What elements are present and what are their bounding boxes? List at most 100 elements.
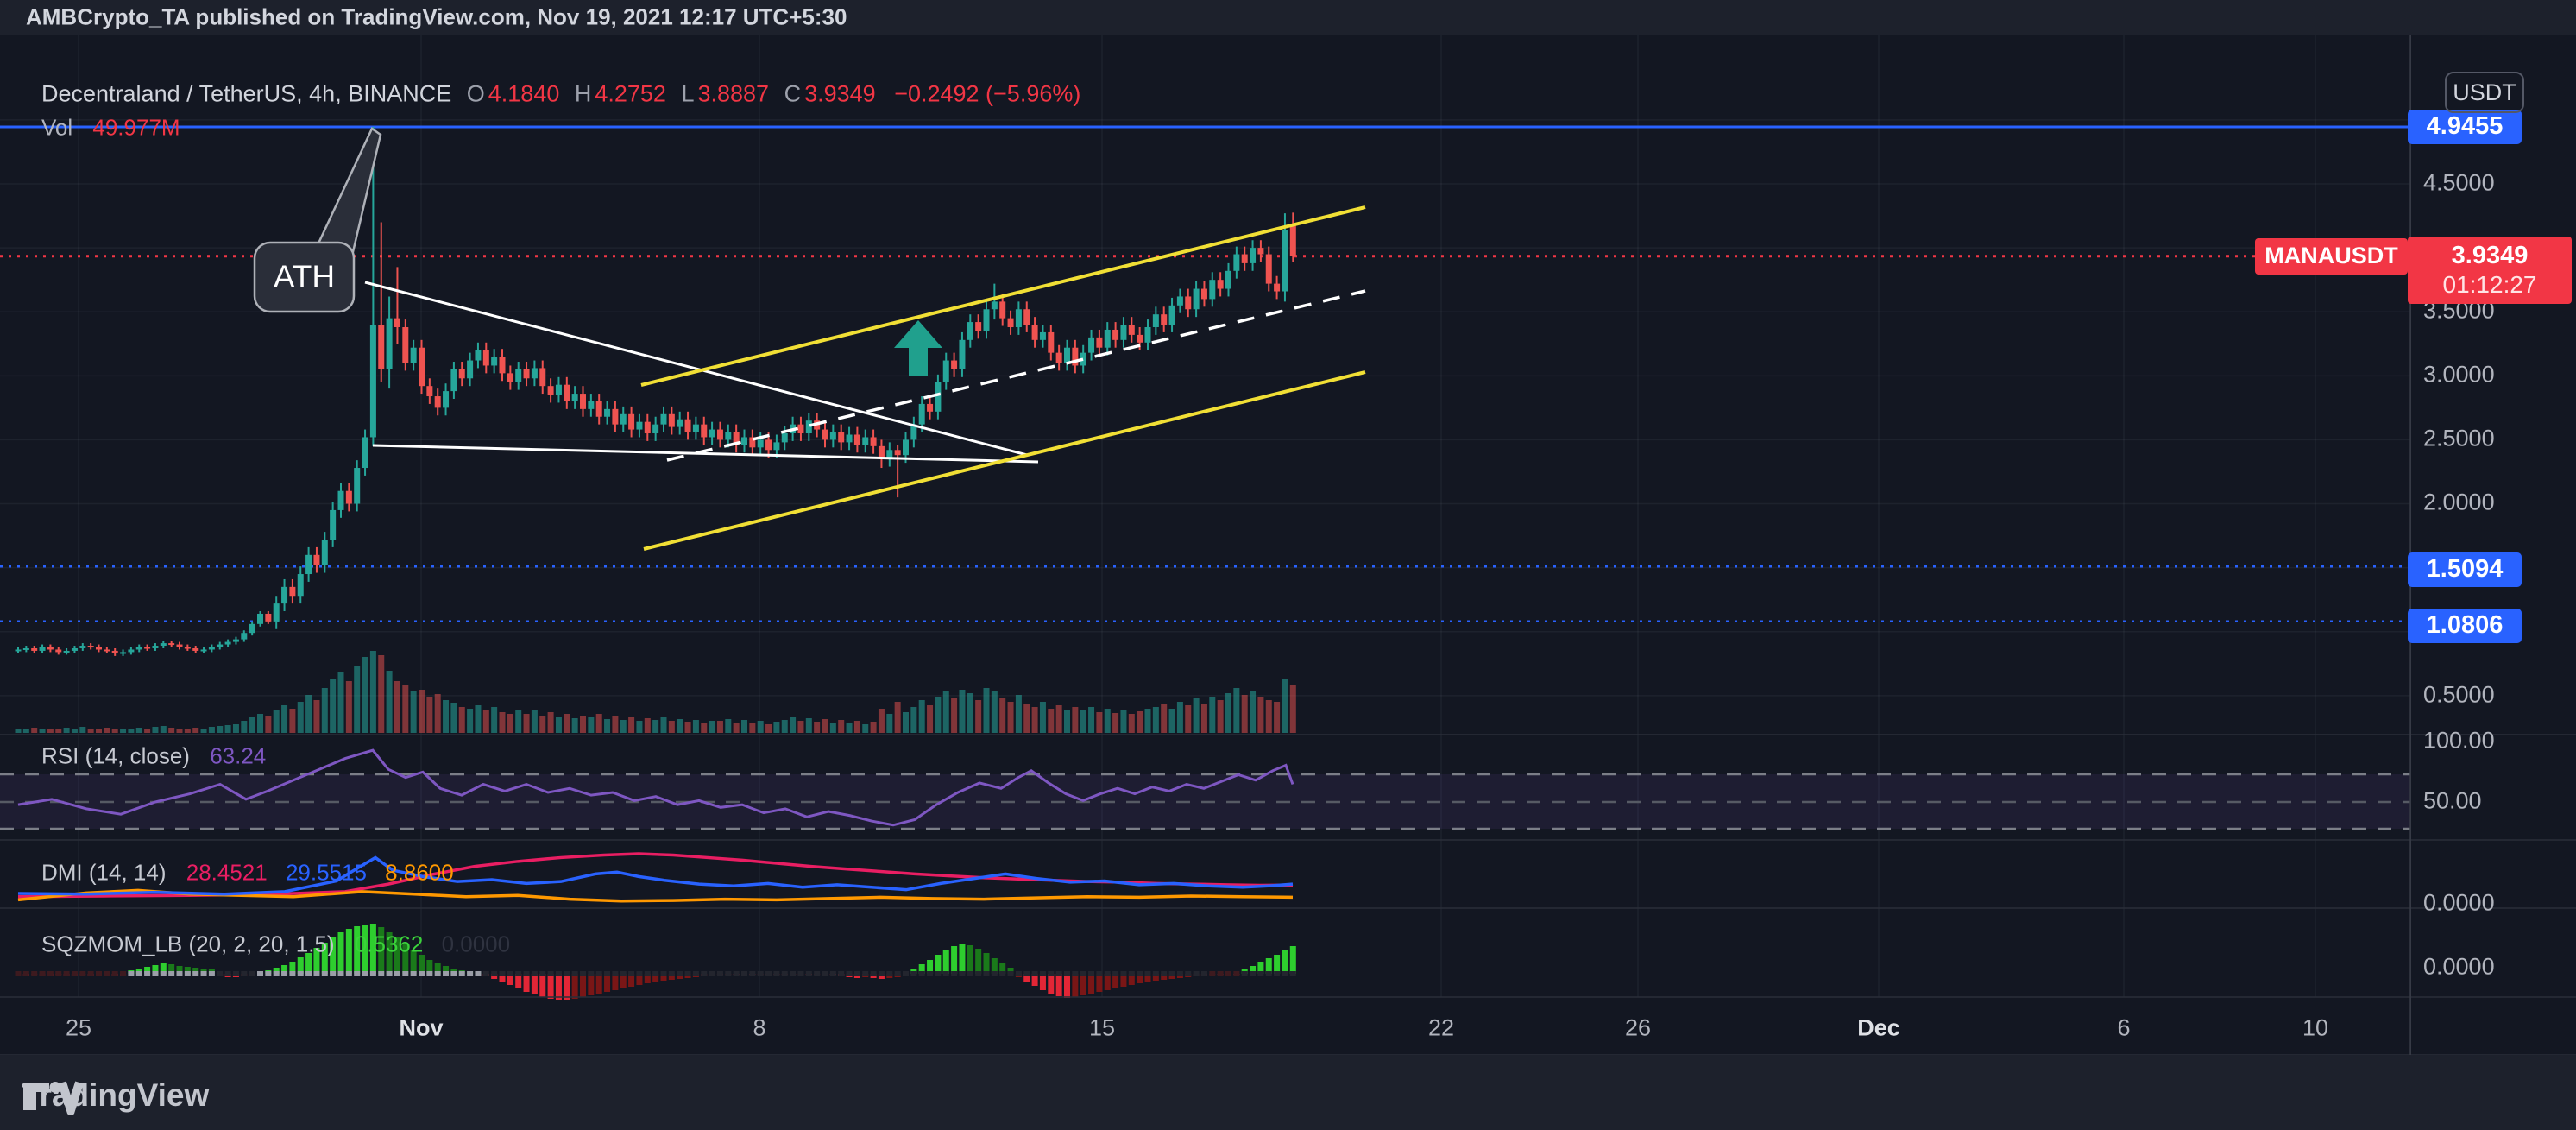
candle-body	[1064, 347, 1070, 363]
volume-bar	[555, 717, 562, 733]
candle-body	[539, 368, 546, 387]
time-tick-label: 25	[65, 1014, 92, 1041]
candle-body	[975, 322, 982, 331]
volume-bar	[910, 707, 917, 733]
sqzmom-squeeze-marker	[200, 971, 207, 976]
footer-strip	[0, 1055, 2576, 1130]
volume-bar	[507, 714, 513, 733]
sqzmom-bar	[983, 953, 990, 974]
sqzmom-squeeze-marker	[1112, 971, 1119, 976]
sqzmom-bar	[564, 974, 570, 1000]
sqzmom-bar	[386, 932, 393, 974]
sqzmom-squeeze-marker	[636, 971, 643, 976]
sqzmom-squeeze-marker	[660, 971, 667, 976]
volume-bar	[1023, 704, 1030, 733]
candle-body	[345, 490, 352, 504]
dmi-plusdi-value: 29.5515	[285, 859, 367, 886]
candle-body	[369, 325, 376, 438]
sqzmom-bar	[555, 974, 562, 1000]
candle-body	[612, 408, 619, 425]
sqzmom-squeeze-marker	[337, 971, 344, 976]
sqzmom-bar	[1161, 974, 1168, 980]
volume-bar	[499, 712, 506, 733]
sqzmom-bar	[152, 965, 159, 974]
volume-bar	[564, 714, 570, 733]
volume-bar	[547, 712, 554, 733]
volume-bar	[224, 725, 231, 733]
tradingview-watermark[interactable]: TradingView	[22, 1077, 209, 1115]
price-tick-label: 0.0000	[2423, 889, 2495, 916]
candle-body	[1137, 334, 1143, 343]
volume-bar	[176, 729, 183, 733]
volume-bar	[515, 710, 522, 733]
candle-body	[135, 647, 142, 650]
volume-bar	[482, 710, 489, 733]
sqzmom-squeeze-marker	[580, 971, 586, 976]
volume-bar	[701, 723, 708, 733]
sqzmom-bar	[305, 953, 312, 974]
volume-bar	[692, 720, 699, 733]
sqzmom-squeeze-marker	[22, 971, 29, 976]
candle-body	[410, 347, 417, 363]
sqzmom-squeeze-marker	[482, 971, 489, 976]
volume-bar	[846, 723, 853, 733]
sqzmom-squeeze-marker	[249, 971, 255, 976]
ath-callout[interactable]: ATH	[273, 259, 336, 294]
candle-body	[677, 419, 683, 427]
candle-body	[547, 386, 554, 395]
sqzmom-squeeze-marker	[111, 971, 118, 976]
sqzmom-squeeze-marker	[967, 971, 973, 976]
candle-body	[588, 401, 595, 409]
volume-bar	[1144, 709, 1151, 733]
candle-body	[870, 437, 877, 446]
volume-legend-row[interactable]: Vol 49.977M	[41, 115, 180, 142]
sqzmom-bar	[1023, 974, 1030, 982]
sqzmom-squeeze-marker	[757, 971, 764, 976]
chart-canvas[interactable]	[0, 0, 2576, 1055]
candle-body	[709, 429, 715, 438]
sqzmom-bar	[539, 974, 546, 997]
sqzmom-squeeze-marker	[531, 971, 538, 976]
price-axis[interactable]: 4.5000 3.5000 3.0000 2.5000 2.0000 0.5000 100.…	[2410, 35, 2576, 1055]
sqzmom-bar	[313, 948, 320, 974]
sqzmom-squeeze-marker	[822, 971, 828, 976]
volume-bar	[903, 712, 909, 733]
rsi-legend-row[interactable]: RSI (14, close) 63.24	[41, 743, 266, 770]
sqzmom-squeeze-marker	[39, 971, 46, 976]
volume-bar	[1168, 709, 1175, 733]
sqzmom-squeeze-marker	[942, 971, 949, 976]
ohlc-value: 4.1840	[488, 80, 560, 107]
volume-bar	[588, 717, 595, 733]
sqzmom-bar	[362, 925, 368, 974]
volume-bar	[951, 698, 958, 733]
sqzmom-squeeze-marker	[1128, 971, 1135, 976]
sqzmom-bar	[160, 963, 167, 974]
candle-body	[450, 369, 457, 392]
currency-toggle-button[interactable]: USDT	[2445, 72, 2524, 113]
price-tick-label: 0.0000	[2423, 953, 2495, 980]
symbol-legend-row[interactable]: Decentraland / TetherUS, 4h, BINANCE O 4.…	[41, 81, 1080, 108]
dmi-legend-row[interactable]: DMI (14, 14) 28.4521 29.5515 8.8600	[41, 860, 454, 887]
candle-body	[652, 424, 659, 434]
sqzmom-squeeze-marker	[628, 971, 635, 976]
sqzmom-legend-row[interactable]: SQZMOM_LB (20, 2, 20, 1.5) 0.5362 0.0000	[41, 931, 510, 958]
sqzmom-bar	[1144, 974, 1151, 982]
sqzmom-squeeze-marker	[1152, 971, 1159, 976]
volume-bar	[120, 729, 127, 733]
candle-body	[1289, 224, 1296, 256]
candle-body	[1007, 318, 1014, 328]
sqzmom-bar	[419, 955, 425, 974]
candle-body	[426, 386, 433, 397]
volume-bar	[22, 729, 29, 733]
sqzmom-squeeze-marker	[104, 971, 110, 976]
sqzmom-squeeze-marker	[515, 971, 522, 976]
sqzmom-squeeze-marker	[31, 971, 38, 976]
candle-body	[208, 647, 215, 650]
sqzmom-squeeze-marker	[313, 971, 320, 976]
candle-body	[1274, 283, 1281, 292]
candle-body	[289, 586, 296, 597]
candle-body	[160, 643, 167, 647]
volume-bar	[523, 714, 530, 733]
volume-bar	[1120, 710, 1127, 733]
sqzmom-bar	[531, 974, 538, 994]
